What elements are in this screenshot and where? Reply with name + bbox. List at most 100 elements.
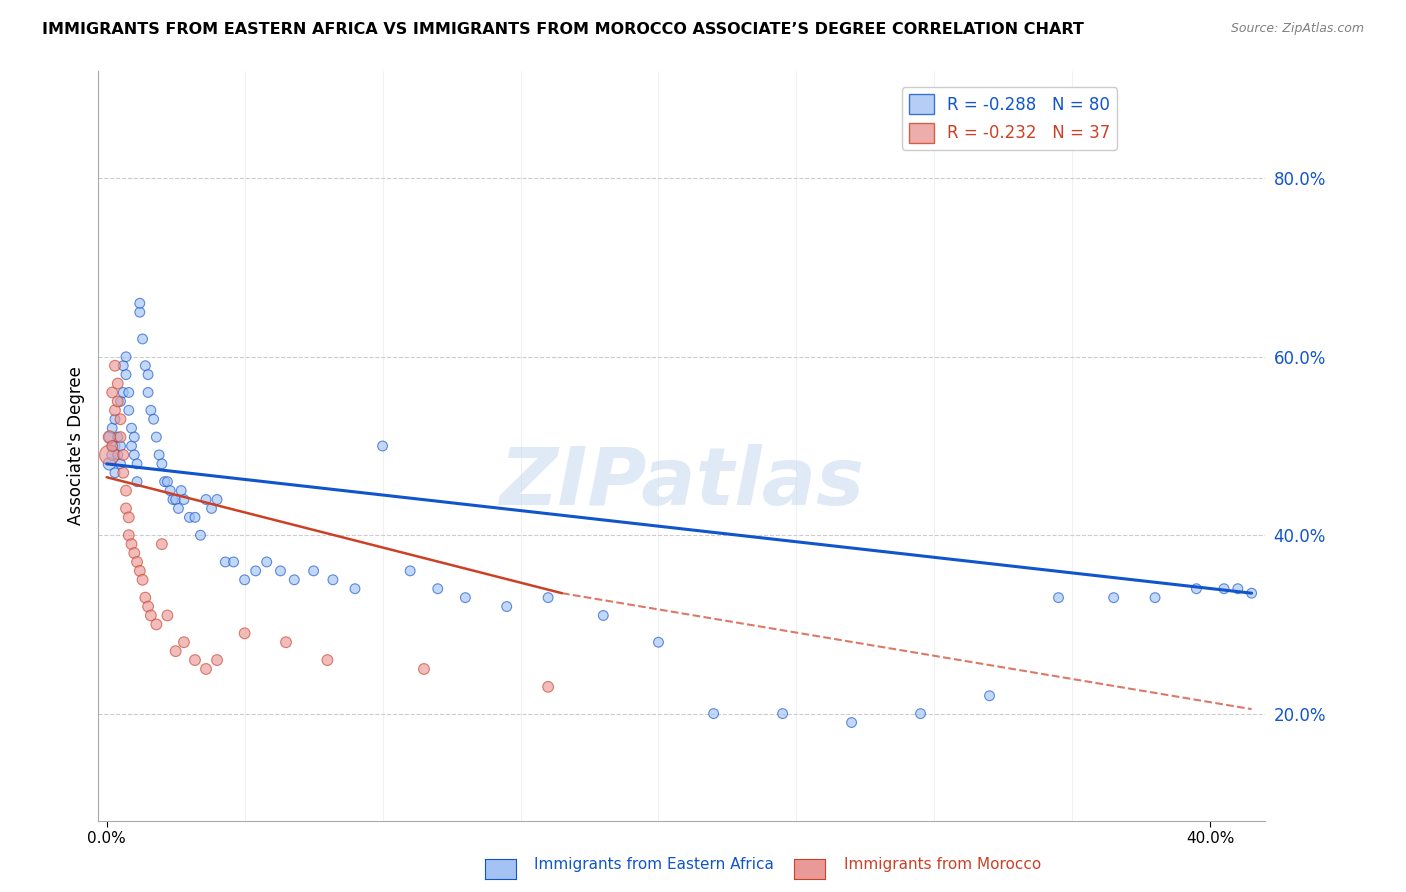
Point	[98, 430, 121, 444]
Point	[131, 332, 153, 346]
Point	[125, 555, 148, 569]
Point	[167, 501, 190, 516]
Point	[200, 501, 222, 516]
Text: Immigrants from Morocco: Immigrants from Morocco	[844, 857, 1040, 872]
Point	[107, 448, 129, 462]
Point	[245, 564, 267, 578]
Point	[165, 492, 187, 507]
Point	[205, 653, 228, 667]
Point	[399, 564, 422, 578]
Point	[136, 385, 159, 400]
Point	[592, 608, 614, 623]
Point	[98, 448, 121, 462]
Point	[772, 706, 794, 721]
Point	[179, 510, 201, 524]
Point	[302, 564, 325, 578]
Point	[104, 359, 127, 373]
Point	[98, 457, 121, 471]
Point	[98, 430, 121, 444]
Point	[537, 680, 560, 694]
Point	[1047, 591, 1070, 605]
Point	[101, 421, 124, 435]
Point	[270, 564, 292, 578]
Point	[118, 385, 141, 400]
Point	[110, 394, 132, 409]
Point	[256, 555, 278, 569]
Point	[371, 439, 394, 453]
Point	[124, 448, 146, 462]
Point	[1102, 591, 1125, 605]
Point	[128, 305, 150, 319]
Point	[274, 635, 297, 649]
Point	[115, 350, 138, 364]
Point	[112, 466, 135, 480]
Point	[124, 430, 146, 444]
Point	[647, 635, 669, 649]
Point	[142, 412, 165, 426]
Y-axis label: Associate's Degree: Associate's Degree	[66, 367, 84, 525]
Point	[283, 573, 305, 587]
Point	[136, 368, 159, 382]
Point	[413, 662, 436, 676]
Point	[125, 475, 148, 489]
Point	[426, 582, 449, 596]
Point	[101, 385, 124, 400]
Point	[121, 421, 143, 435]
Point	[195, 492, 218, 507]
Point	[173, 635, 195, 649]
Point	[121, 439, 143, 453]
Point	[162, 492, 184, 507]
Point	[125, 457, 148, 471]
Point	[101, 439, 124, 453]
Point	[118, 403, 141, 417]
Point	[1213, 582, 1236, 596]
Point	[214, 555, 236, 569]
Point	[121, 537, 143, 551]
Point	[118, 510, 141, 524]
Point	[115, 483, 138, 498]
Point	[145, 430, 167, 444]
Point	[101, 439, 124, 453]
Point	[107, 430, 129, 444]
Point	[110, 457, 132, 471]
Point	[118, 528, 141, 542]
Point	[104, 412, 127, 426]
Point	[104, 466, 127, 480]
Point	[112, 448, 135, 462]
Point	[537, 591, 560, 605]
Point	[107, 394, 129, 409]
Point	[165, 644, 187, 658]
Point	[139, 608, 162, 623]
Text: ZIPatlas: ZIPatlas	[499, 444, 865, 523]
Point	[104, 403, 127, 417]
Point	[910, 706, 932, 721]
Point	[156, 608, 179, 623]
Point	[454, 591, 477, 605]
Point	[150, 537, 173, 551]
Point	[343, 582, 366, 596]
Point	[128, 296, 150, 310]
Point	[110, 412, 132, 426]
Point	[139, 403, 162, 417]
Point	[322, 573, 344, 587]
Point	[134, 359, 156, 373]
Point	[233, 626, 256, 640]
Point	[134, 591, 156, 605]
Point	[1226, 582, 1249, 596]
Point	[124, 546, 146, 560]
Text: IMMIGRANTS FROM EASTERN AFRICA VS IMMIGRANTS FROM MOROCCO ASSOCIATE’S DEGREE COR: IMMIGRANTS FROM EASTERN AFRICA VS IMMIGR…	[42, 22, 1084, 37]
Point	[222, 555, 245, 569]
Point	[112, 359, 135, 373]
Point	[128, 564, 150, 578]
Point	[131, 573, 153, 587]
Point	[101, 448, 124, 462]
Point	[145, 617, 167, 632]
Point	[703, 706, 725, 721]
Legend: R = -0.288   N = 80, R = -0.232   N = 37: R = -0.288 N = 80, R = -0.232 N = 37	[903, 87, 1116, 150]
Point	[233, 573, 256, 587]
Point	[150, 457, 173, 471]
Point	[1144, 591, 1167, 605]
Point	[170, 483, 193, 498]
Point	[115, 368, 138, 382]
Point	[1240, 586, 1263, 600]
